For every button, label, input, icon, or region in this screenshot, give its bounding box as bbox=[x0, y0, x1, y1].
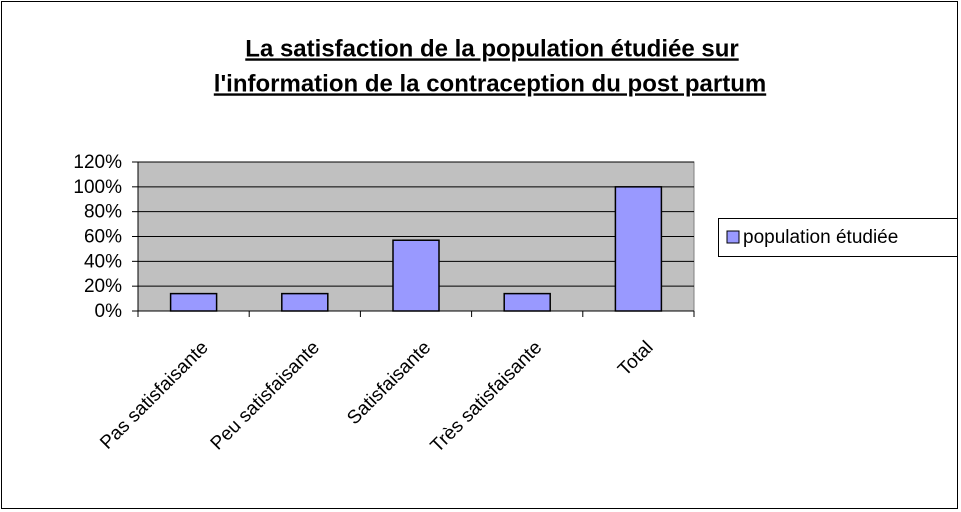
bar bbox=[169, 292, 218, 312]
y-tick-label: 0% bbox=[95, 301, 123, 322]
legend-label: population étudiée bbox=[743, 227, 898, 248]
y-tick-label: 100% bbox=[73, 177, 122, 198]
y-tick-label: 20% bbox=[84, 276, 122, 297]
y-tick-label: 80% bbox=[84, 202, 122, 223]
bar bbox=[392, 239, 440, 312]
bar bbox=[614, 186, 663, 312]
bar bbox=[503, 292, 551, 312]
y-tick-label: 40% bbox=[84, 251, 122, 272]
legend-box bbox=[718, 218, 958, 257]
chart-title: l'information de la contraception du pos… bbox=[214, 70, 766, 97]
y-tick-label: 120% bbox=[73, 152, 122, 173]
y-tick-label: 60% bbox=[84, 227, 122, 248]
bar bbox=[281, 292, 329, 312]
chart-title: La satisfaction de la population étudiée… bbox=[245, 35, 738, 62]
legend-swatch bbox=[726, 230, 740, 244]
